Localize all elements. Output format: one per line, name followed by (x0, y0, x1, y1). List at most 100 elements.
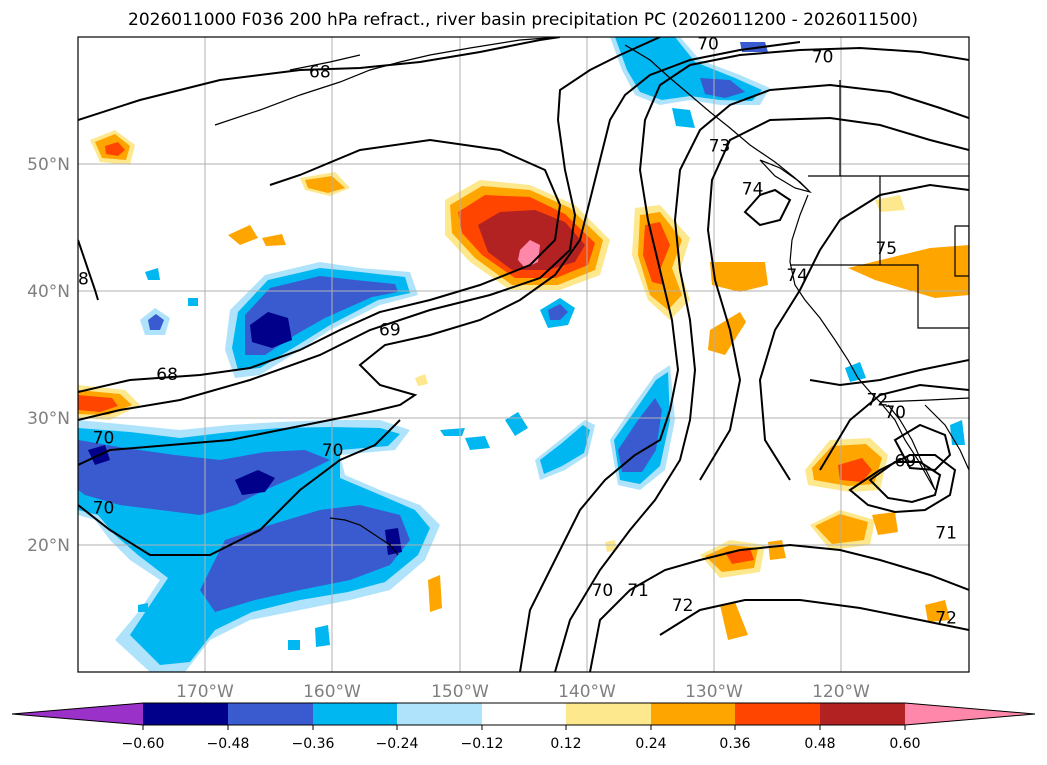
precip-pos-blob-mid-coast-2 (708, 312, 746, 355)
precip-neg-blob-central-6 (465, 436, 490, 450)
contour-71 (554, 83, 969, 672)
colorbar-label-060: 0.60 (889, 736, 920, 752)
precip-neg-band-central-048 (618, 398, 662, 472)
contour-label-68: 68 (309, 63, 331, 83)
lat-tick-30n: 30°N (27, 409, 70, 429)
colorbar-swatch-012 (566, 703, 651, 725)
colorbar-label-m024: −0.24 (376, 736, 419, 752)
colorbar-swatch-m060 (143, 703, 228, 725)
contour-label-70: 70 (592, 581, 614, 601)
contour-label-70: 70 (812, 47, 834, 67)
contour-label-69: 69 (379, 320, 401, 340)
precip-neg-blob-west-central-060 (250, 312, 292, 348)
precip-pos-blob-south-3 (720, 602, 748, 640)
colorbar-swatch-m048 (228, 703, 313, 725)
precip-pos-blob-nw-036 (105, 142, 125, 156)
colorbar-swatch-m036 (313, 703, 397, 725)
precip-neg-blob-alaska-3 (672, 108, 695, 128)
lat-tick-40n: 40°N (27, 282, 70, 302)
lat-tick-20n: 20°N (27, 536, 70, 556)
contour-70-west (78, 41, 801, 466)
colorbar-label-m048: −0.48 (207, 736, 250, 752)
precip-pos-blob-baja-036 (838, 458, 872, 482)
contour-73 (699, 116, 969, 481)
precip-neg-blob-central-5 (440, 428, 465, 436)
contour-label-72: 72 (935, 609, 957, 629)
contour-label-69: 69 (895, 451, 917, 471)
lon-tick-170w: 170°W (176, 682, 234, 702)
precip-pos-blob-mid-coast (710, 262, 768, 292)
colorbar-swatch-036 (735, 703, 820, 725)
colorbar-ticks (142, 725, 906, 730)
precip-pos-blob-interior (848, 245, 969, 298)
contour-74 (743, 188, 792, 227)
lon-tick-labels: 170°W 160°W 150°W 140°W 130°W 120°W (176, 682, 870, 702)
contour-label-74: 74 (742, 179, 764, 199)
contour-75 (809, 359, 969, 387)
contour-72-east (659, 599, 969, 636)
contour-71-east (819, 383, 969, 471)
coastline-vancouver-island (759, 159, 813, 194)
contour-68-loop-west (78, 239, 99, 301)
contour-label-74: 74 (786, 266, 808, 286)
precip-neg-blob-west-small-048 (148, 314, 164, 330)
contour-68-north (78, 37, 561, 121)
precip-pos-blob-west-2 (262, 234, 286, 246)
precip-neg-blob-east-coast (845, 362, 866, 382)
contour-label-70: 70 (884, 403, 906, 423)
contour-label-72: 72 (867, 390, 889, 410)
lon-tick-160w: 160°W (303, 682, 361, 702)
contour-label-72: 72 (672, 596, 694, 616)
border-us-states-1 (790, 264, 969, 329)
precip-pos-blob-west-1 (228, 225, 258, 245)
chart-title: 2026011000 F036 200 hPa refract., river … (128, 10, 918, 30)
precip-pos-blob-small-2 (415, 374, 428, 386)
colorbar-swatch-m024 (397, 703, 482, 725)
precip-neg-blob-central-3-048 (548, 304, 568, 320)
contour-label-68: 68 (67, 270, 89, 290)
contour-69 (78, 37, 661, 421)
colorbar-label-012: 0.12 (550, 736, 581, 752)
precip-neg-band-southwest-048 (78, 440, 330, 515)
precip-neg-blob-small-b (288, 640, 300, 650)
coastline-aleutian-1 (289, 54, 361, 71)
colorbar-label-m060: −0.60 (122, 736, 165, 752)
colorbar-swatch-048 (820, 703, 905, 725)
contour-low-ring-3 (893, 423, 952, 472)
precip-neg-blob-central-2-036 (540, 425, 590, 474)
precip-neg-blob-small-d (188, 298, 198, 306)
contour-72 (589, 543, 969, 672)
colorbar-label-036: 0.36 (719, 736, 750, 752)
contour-label-71: 71 (627, 581, 649, 601)
border-us-states-3 (954, 225, 969, 277)
contour-low-ring-2 (868, 461, 942, 504)
precip-pos-blob-ne-pacific-048 (478, 210, 585, 270)
coastline-hawaii (329, 517, 399, 556)
colorbar-extend-low (12, 703, 143, 725)
contour-label-70: 70 (697, 35, 719, 55)
border-us-mexico (879, 397, 969, 403)
colorbar-swatch-m012 (482, 703, 566, 725)
colorbar-label-024: 0.24 (635, 736, 666, 752)
contour-label-71: 71 (935, 524, 957, 544)
lon-tick-120w: 120°W (812, 682, 870, 702)
gridlines (78, 37, 969, 672)
contour-70-east (519, 46, 969, 672)
precip-neg-band-southwest-048b (200, 505, 410, 612)
contour-label-70: 70 (93, 498, 115, 518)
lat-tick-50n: 50°N (27, 155, 70, 175)
precip-neg-band-southwest-060c (385, 528, 402, 555)
map-frame (77, 36, 970, 673)
precip-neg-band-southwest-060 (235, 470, 275, 495)
contour-70-south (78, 419, 401, 556)
coastline-us-west (789, 194, 881, 403)
coastline-mexico (924, 404, 969, 471)
precip-neg-blob-small-c (138, 603, 148, 612)
refractivity-contours (78, 37, 969, 672)
colorbar-label-m036: −0.36 (292, 736, 335, 752)
precip-pos-blob-sub-east-2 (872, 512, 898, 535)
contour-74-b (758, 183, 969, 481)
precip-neg-blob-alaska-048 (700, 78, 745, 98)
contour-label-70: 70 (93, 428, 115, 448)
